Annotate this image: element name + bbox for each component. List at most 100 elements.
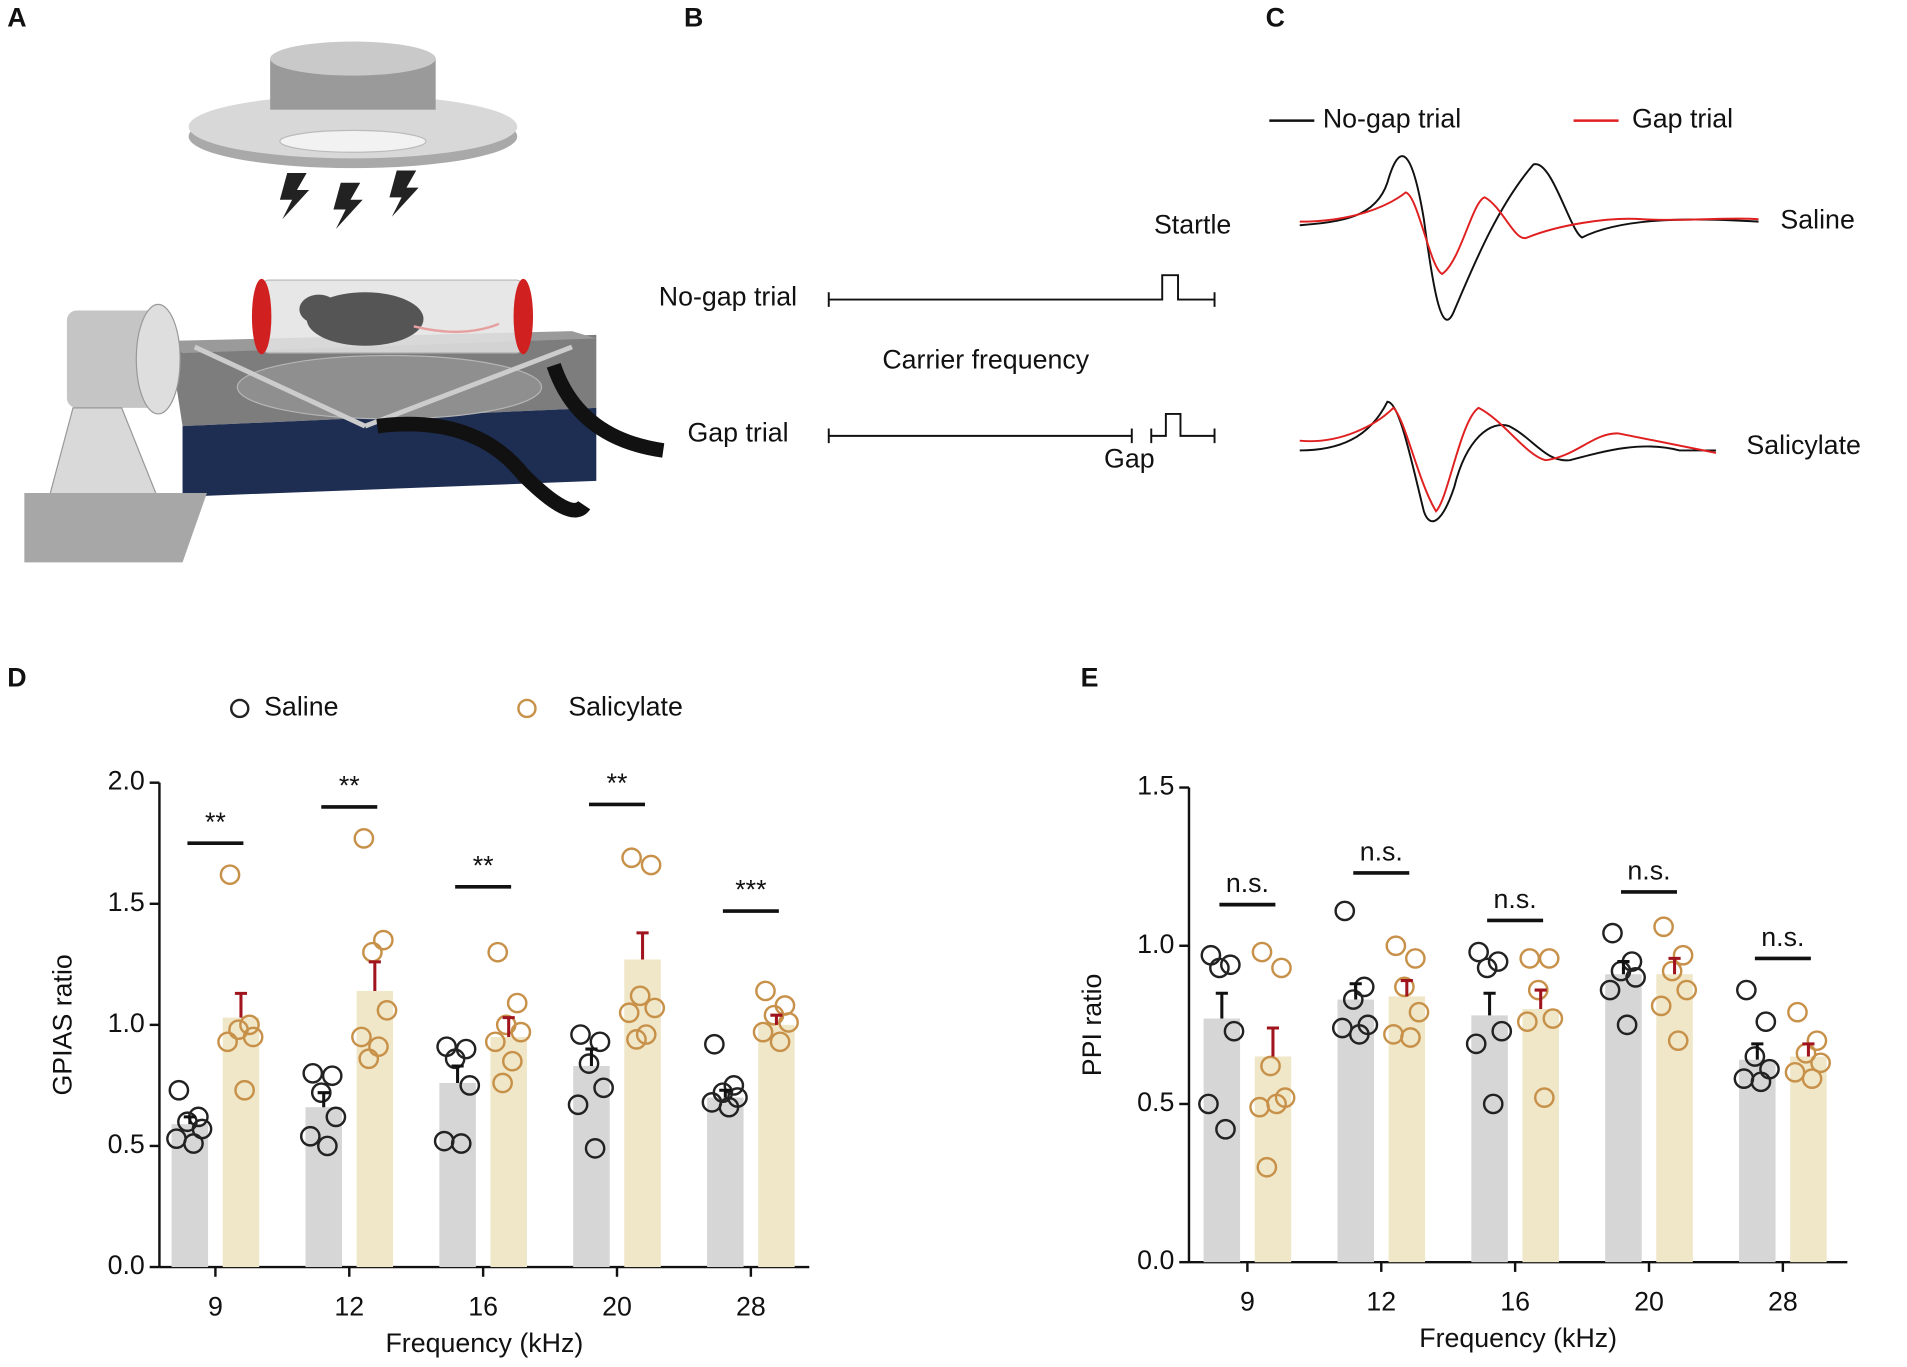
y-axis-label: PPI ratio bbox=[1077, 974, 1107, 1077]
data-point bbox=[1200, 944, 1222, 966]
bar bbox=[758, 1024, 795, 1268]
legend-marker bbox=[517, 698, 537, 719]
data-point bbox=[644, 997, 666, 1019]
data-point bbox=[1538, 948, 1560, 969]
data-point bbox=[778, 1012, 799, 1033]
data-point bbox=[1661, 960, 1683, 982]
error-bar bbox=[1266, 1026, 1280, 1057]
error-bar bbox=[1534, 988, 1547, 1010]
data-point bbox=[1787, 1001, 1808, 1023]
data-point bbox=[1599, 979, 1621, 1001]
error-bar bbox=[183, 1115, 196, 1125]
data-point bbox=[492, 1072, 513, 1094]
data-point bbox=[353, 828, 375, 849]
significance-label: ** bbox=[205, 807, 226, 837]
data-point bbox=[1468, 941, 1489, 963]
bar bbox=[573, 1066, 610, 1268]
data-point bbox=[444, 1048, 466, 1070]
error-bar bbox=[770, 1013, 783, 1025]
data-point bbox=[1198, 1093, 1219, 1115]
label: Carrier frequency bbox=[882, 345, 1089, 375]
data-point bbox=[1256, 1156, 1278, 1178]
data-point bbox=[1266, 1093, 1287, 1115]
data-point bbox=[1616, 1014, 1638, 1036]
data-point bbox=[484, 1031, 506, 1053]
data-point bbox=[1602, 922, 1623, 944]
data-point bbox=[774, 995, 796, 1016]
y-tick-label: 0.0 bbox=[1137, 1245, 1174, 1275]
x-tick-label: 28 bbox=[736, 1291, 766, 1321]
error-bar bbox=[1668, 956, 1681, 975]
data-point bbox=[626, 1029, 647, 1050]
label: Gap bbox=[1104, 443, 1155, 473]
error-bar bbox=[368, 960, 381, 991]
bar bbox=[1471, 1015, 1508, 1263]
error-bar bbox=[1400, 979, 1413, 997]
data-point bbox=[1487, 951, 1509, 972]
data-point bbox=[584, 1138, 606, 1159]
data-point bbox=[1465, 1033, 1487, 1055]
data-point bbox=[621, 847, 642, 869]
data-point bbox=[1251, 941, 1273, 963]
x-tick-label: 9 bbox=[208, 1291, 223, 1321]
data-point bbox=[325, 1106, 347, 1128]
data-point bbox=[459, 1075, 481, 1096]
data-point bbox=[640, 854, 662, 876]
y-tick-label: 1.0 bbox=[1137, 929, 1174, 959]
error-bar bbox=[1215, 991, 1228, 1019]
data-point bbox=[455, 1038, 477, 1060]
data-point bbox=[1806, 1030, 1828, 1052]
y-tick-label: 2.0 bbox=[108, 766, 145, 796]
error-bar bbox=[585, 1047, 598, 1067]
y-axis-label: GPIAS ratio bbox=[48, 954, 78, 1095]
data-point bbox=[362, 941, 383, 963]
error-bar bbox=[1802, 1042, 1815, 1057]
bar bbox=[1656, 974, 1693, 1263]
error-bar bbox=[636, 931, 649, 960]
data-point bbox=[1353, 976, 1375, 998]
data-point bbox=[351, 1026, 372, 1048]
significance-label: n.s. bbox=[1761, 922, 1804, 952]
significance-label: *** bbox=[735, 875, 766, 905]
data-point bbox=[752, 1021, 774, 1043]
data-point bbox=[242, 1026, 264, 1048]
bar bbox=[222, 1017, 260, 1268]
data-point bbox=[1349, 1024, 1370, 1045]
data-point bbox=[718, 1096, 740, 1118]
data-point bbox=[1394, 976, 1415, 998]
data-point bbox=[487, 941, 509, 963]
data-point bbox=[1653, 916, 1674, 938]
data-point bbox=[450, 1133, 472, 1154]
bar bbox=[1739, 1059, 1776, 1263]
data-point bbox=[1223, 1020, 1245, 1042]
apparatus-illustration bbox=[24, 41, 665, 563]
bar bbox=[1203, 1018, 1241, 1263]
data-point bbox=[1260, 1055, 1281, 1077]
x-tick-label: 20 bbox=[602, 1291, 632, 1321]
panel-label: E bbox=[1081, 662, 1099, 692]
data-point bbox=[755, 980, 776, 1002]
y-tick-label: 1.5 bbox=[108, 887, 145, 917]
stimulus-schematic bbox=[827, 274, 1216, 444]
error-bar bbox=[1349, 982, 1362, 1000]
data-point bbox=[1533, 1087, 1555, 1108]
bar bbox=[1790, 1056, 1827, 1263]
data-point bbox=[1750, 1071, 1772, 1093]
data-point bbox=[1676, 979, 1698, 1001]
data-point bbox=[635, 1024, 657, 1045]
data-point bbox=[593, 1077, 614, 1099]
waveforms bbox=[1299, 155, 1759, 523]
y-tick-label: 0.5 bbox=[108, 1129, 145, 1159]
error-bar bbox=[234, 991, 248, 1018]
legend-label: Gap trial bbox=[1632, 104, 1733, 134]
data-point bbox=[723, 1075, 745, 1096]
row-label: Saline bbox=[1780, 205, 1854, 235]
bar bbox=[707, 1097, 744, 1268]
data-point bbox=[578, 1053, 600, 1074]
significance-label: n.s. bbox=[1627, 856, 1670, 886]
data-point bbox=[1404, 948, 1426, 969]
significance-label: n.s. bbox=[1494, 884, 1537, 914]
data-point bbox=[1491, 1020, 1513, 1042]
data-point bbox=[1408, 1001, 1430, 1023]
